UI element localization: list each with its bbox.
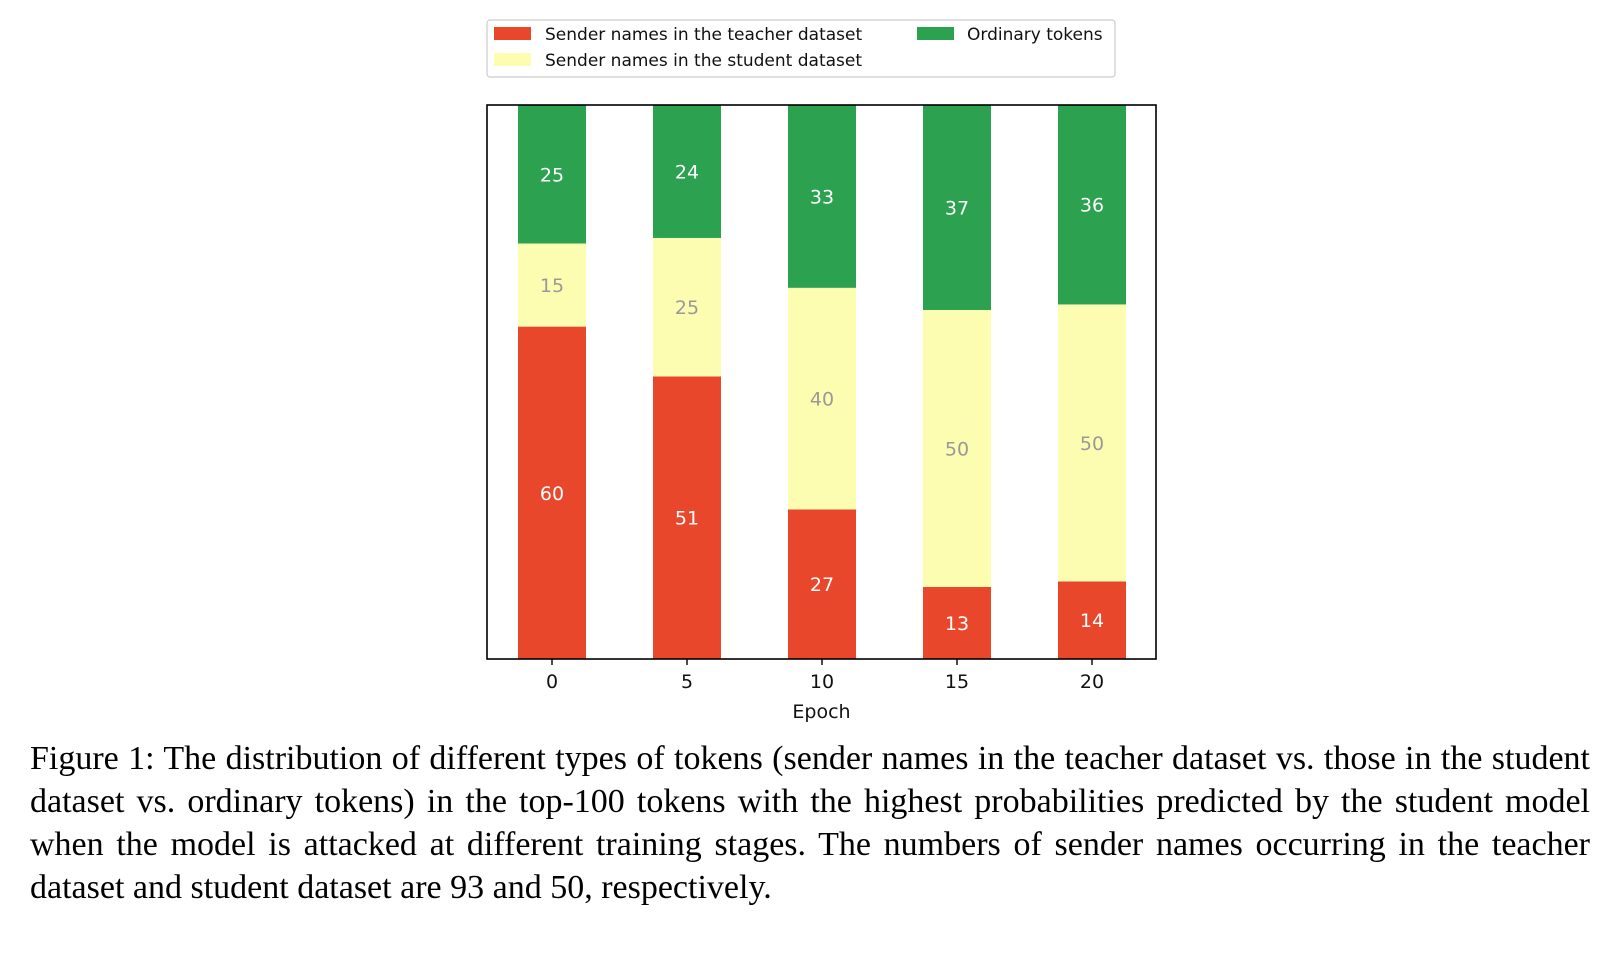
legend-label-student: Sender names in the student dataset	[545, 51, 862, 71]
bar-value-label: 14	[1080, 610, 1104, 632]
bar-value-label: 25	[540, 164, 564, 186]
legend-swatch-teacher	[494, 27, 531, 40]
x-tick-label: 20	[1080, 671, 1104, 693]
bar-value-label: 27	[810, 574, 834, 596]
bar-value-label: 24	[675, 161, 699, 183]
bar-segment-student-epoch-10	[788, 287, 856, 510]
legend-label-ordinary: Ordinary tokens	[967, 25, 1103, 45]
legend-box	[486, 19, 1116, 78]
legend-label-teacher: Sender names in the teacher dataset	[545, 25, 862, 45]
x-tick-label: 10	[810, 671, 834, 693]
legend-swatch-student	[494, 53, 531, 66]
x-tick-label: 0	[546, 671, 558, 693]
bar-segment-ordinary-epoch-10	[788, 105, 856, 288]
bar-value-label: 15	[540, 275, 564, 297]
bar-value-label: 33	[810, 186, 834, 208]
figure-caption: Figure 1: The distribution of different …	[30, 740, 1590, 906]
bar-value-label: 50	[945, 438, 969, 460]
bar-value-label: 51	[675, 508, 699, 530]
bar-value-label: 37	[945, 197, 969, 219]
bar-value-label: 13	[945, 613, 969, 635]
bar-value-label: 25	[675, 297, 699, 319]
legend-swatch-ordinary	[917, 27, 954, 40]
bar-segment-student-epoch-5	[653, 237, 721, 377]
bar-segment-student-epoch-0	[518, 243, 586, 327]
bar-segment-teacher-epoch-5	[653, 376, 721, 659]
bar-segment-teacher-epoch-10	[788, 509, 856, 659]
chart-legend: Sender names in the teacher dataset Send…	[486, 19, 1116, 78]
bar-segment-ordinary-epoch-20	[1058, 105, 1126, 305]
bar-segment-ordinary-epoch-5	[653, 105, 721, 238]
bar-segment-teacher-epoch-20	[1058, 581, 1126, 659]
bar-segment-ordinary-epoch-15	[923, 105, 991, 310]
bar-segment-teacher-epoch-0	[518, 326, 586, 659]
bar-value-label: 36	[1080, 195, 1104, 217]
x-tick-label: 5	[681, 671, 693, 693]
bar-group	[518, 105, 1126, 659]
stacked-bar-chart: Sender names in the teacher dataset Send…	[486, 19, 1157, 723]
bar-segment-student-epoch-20	[1058, 304, 1126, 582]
bar-value-label: 50	[1080, 433, 1104, 455]
x-axis-ticks: 0 5 10 15 20	[546, 659, 1104, 693]
bar-segment-student-epoch-15	[923, 309, 991, 587]
bar-value-label: 40	[810, 389, 834, 411]
bar-segment-teacher-epoch-15	[923, 586, 991, 659]
x-tick-label: 15	[945, 671, 969, 693]
bar-segment-ordinary-epoch-0	[518, 105, 586, 244]
x-axis-label: Epoch	[792, 701, 850, 723]
bar-value-labels: 60 15 25 51 25 24 27 40 33 13 50 37 14 50 36	[540, 161, 1104, 635]
bar-value-label: 60	[540, 483, 564, 505]
